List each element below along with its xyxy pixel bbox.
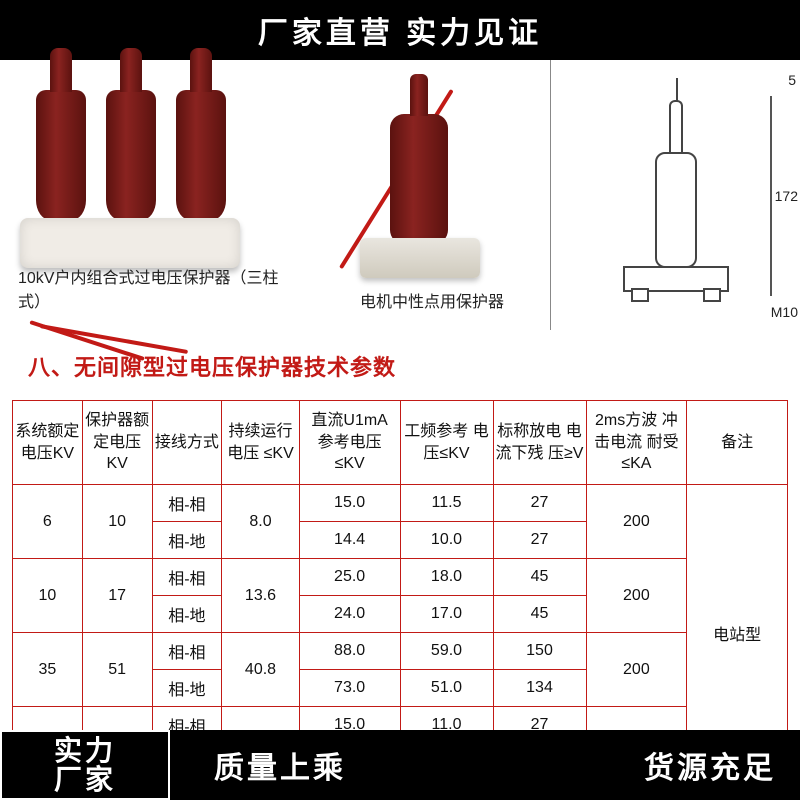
table-cell: 17 (82, 559, 152, 633)
table-cell: 8.0 (222, 485, 300, 559)
table-cell: 150 (493, 633, 586, 670)
bottom-texts: 质量上乘 货源充足 (178, 743, 800, 787)
table-cell: 10.0 (400, 522, 493, 559)
page-root: 厂家直营 实力见证 10kV户内组合式过电压保护器（三柱式） 电机中性点用保护器 (0, 0, 800, 800)
table-row: 1017相-相13.625.018.045200 (13, 559, 788, 596)
table-cell: 35 (13, 633, 83, 707)
base-block (20, 218, 240, 268)
table-cell: 27 (493, 522, 586, 559)
bottom-text-left: 质量上乘 (214, 743, 346, 787)
base-plate (360, 238, 480, 278)
th-disc: 标称放电 电流下残 压≥V (493, 401, 586, 485)
table-cell: 15.0 (299, 485, 400, 522)
spec-table: 系统额定 电压KV 保护器额 定电压KV 接线方式 持续运行 电压 ≤KV 直流… (12, 400, 788, 781)
table-header-row: 系统额定 电压KV 保护器额 定电压KV 接线方式 持续运行 电压 ≤KV 直流… (13, 401, 788, 485)
table-cell: 25.0 (299, 559, 400, 596)
th-dc: 直流U1mA 参考电压 ≤KV (299, 401, 400, 485)
dimension-label: 172 (775, 188, 798, 204)
table-cell: 相-地 (152, 596, 222, 633)
insulator-icon (36, 90, 86, 220)
top-banner: 厂家直营 实力见证 (0, 0, 800, 60)
th-note: 备注 (687, 401, 788, 485)
table-cell: 13.6 (222, 559, 300, 633)
table-cell: 6 (13, 485, 83, 559)
th-prot: 保护器额 定电压KV (82, 401, 152, 485)
product-left: 10kV户内组合式过电压保护器（三柱式） (0, 60, 300, 330)
spec-table-wrap: 系统额定 电压KV 保护器额 定电压KV 接线方式 持续运行 电压 ≤KV 直流… (12, 400, 788, 781)
top-banner-text: 厂家直营 实力见证 (258, 8, 542, 52)
bottom-tag-line2: 厂家 (54, 765, 116, 794)
drawing-foot (703, 288, 721, 302)
product-strip: 10kV户内组合式过电压保护器（三柱式） 电机中性点用保护器 5 172 M10 (0, 60, 800, 330)
th-conn: 接线方式 (152, 401, 222, 485)
bottom-text-right: 货源充足 (644, 743, 776, 787)
bottom-banner: 实力 厂家 质量上乘 货源充足 (0, 730, 800, 800)
section-title: 八、无间隙型过电压保护器技术参数 (28, 350, 396, 382)
table-cell: 200 (586, 559, 687, 633)
table-cell: 10 (13, 559, 83, 633)
caption-mid: 电机中性点用保护器 (360, 288, 504, 312)
bottom-tag: 实力 厂家 (0, 730, 170, 800)
table-cell: 24.0 (299, 596, 400, 633)
table-cell: 200 (586, 633, 687, 707)
product-mid: 电机中性点用保护器 (300, 60, 550, 330)
table-cell: 相-相 (152, 485, 222, 522)
dimension-label: M10 (771, 304, 798, 320)
table-cell: 73.0 (299, 670, 400, 707)
table-cell: 相-地 (152, 522, 222, 559)
table-cell: 51.0 (400, 670, 493, 707)
table-cell: 11.5 (400, 485, 493, 522)
product-right-drawing: 5 172 M10 (550, 60, 800, 330)
table-cell: 14.4 (299, 522, 400, 559)
dimension-line-icon (770, 96, 772, 296)
table-cell: 45 (493, 596, 586, 633)
caption-left: 10kV户内组合式过电压保护器（三柱式） (18, 264, 300, 312)
th-two: 2ms方波 冲击电流 耐受≤KA (586, 401, 687, 485)
table-cell: 18.0 (400, 559, 493, 596)
table-row: 610相-相8.015.011.527200电站型 (13, 485, 788, 522)
table-cell: 10 (82, 485, 152, 559)
drawing-body (655, 152, 697, 268)
table-cell: 相-相 (152, 633, 222, 670)
table-cell: 51 (82, 633, 152, 707)
th-sys: 系统额定 电压KV (13, 401, 83, 485)
table-cell: 59.0 (400, 633, 493, 670)
table-cell: 45 (493, 559, 586, 596)
dimension-label: 5 (788, 72, 796, 88)
th-cont: 持续运行 电压 ≤KV (222, 401, 300, 485)
bottom-tag-line1: 实力 (54, 736, 116, 765)
table-cell: 200 (586, 485, 687, 559)
insulator-icon (106, 90, 156, 220)
th-pf: 工频参考 电压≤KV (400, 401, 493, 485)
table-row: 3551相-相40.888.059.0150200 (13, 633, 788, 670)
table-cell: 相-相 (152, 559, 222, 596)
insulator-icon (390, 114, 448, 244)
table-cell: 17.0 (400, 596, 493, 633)
table-cell: 134 (493, 670, 586, 707)
insulator-icon (176, 90, 226, 220)
table-cell: 88.0 (299, 633, 400, 670)
table-cell: 相-地 (152, 670, 222, 707)
table-cell: 40.8 (222, 633, 300, 707)
table-cell: 27 (493, 485, 586, 522)
drawing-foot (631, 288, 649, 302)
drawing-tip (669, 100, 683, 156)
